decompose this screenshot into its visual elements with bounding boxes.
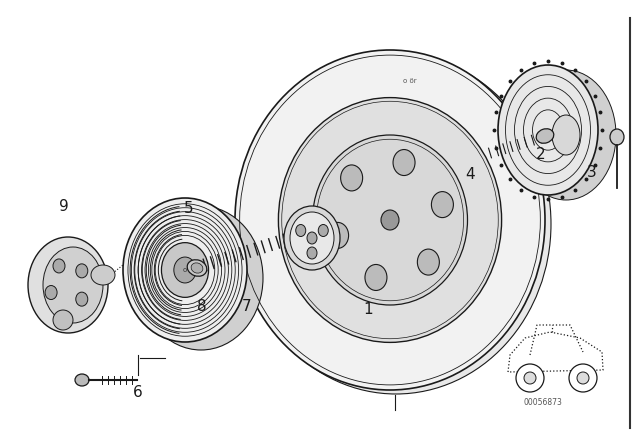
Text: 3: 3 <box>587 165 597 180</box>
Ellipse shape <box>296 224 306 237</box>
Ellipse shape <box>610 129 624 145</box>
Ellipse shape <box>28 237 108 333</box>
Ellipse shape <box>161 243 209 297</box>
Ellipse shape <box>431 192 453 218</box>
Ellipse shape <box>91 265 115 285</box>
Text: 4: 4 <box>465 167 476 182</box>
Ellipse shape <box>340 165 363 191</box>
Text: o ör: o ör <box>403 78 417 84</box>
Ellipse shape <box>139 206 263 350</box>
Ellipse shape <box>498 65 598 195</box>
Text: 7: 7 <box>241 299 252 314</box>
Ellipse shape <box>393 150 415 176</box>
Ellipse shape <box>516 364 544 392</box>
Ellipse shape <box>536 129 554 143</box>
Text: 00056873: 00056873 <box>524 397 563 406</box>
Ellipse shape <box>552 115 580 155</box>
Ellipse shape <box>53 259 65 273</box>
Text: 8: 8 <box>196 299 207 314</box>
Ellipse shape <box>174 257 196 283</box>
Text: 9: 9 <box>59 198 69 214</box>
Text: 6: 6 <box>132 384 143 400</box>
Ellipse shape <box>326 222 349 248</box>
Ellipse shape <box>241 54 551 394</box>
Ellipse shape <box>191 263 203 273</box>
Text: 1: 1 <box>363 302 373 317</box>
Ellipse shape <box>569 364 597 392</box>
Ellipse shape <box>381 210 399 230</box>
Ellipse shape <box>577 372 589 384</box>
Text: 5: 5 <box>184 201 194 216</box>
Ellipse shape <box>75 374 89 386</box>
Ellipse shape <box>53 310 73 330</box>
Text: o: o <box>183 267 187 273</box>
Ellipse shape <box>235 50 545 390</box>
Ellipse shape <box>45 285 57 300</box>
Ellipse shape <box>284 206 340 270</box>
Ellipse shape <box>417 249 440 275</box>
Ellipse shape <box>365 264 387 290</box>
Ellipse shape <box>307 247 317 259</box>
Text: 2: 2 <box>536 147 546 162</box>
Ellipse shape <box>307 232 317 244</box>
Ellipse shape <box>278 98 502 342</box>
Ellipse shape <box>76 264 88 278</box>
Ellipse shape <box>516 70 616 200</box>
Ellipse shape <box>290 212 334 264</box>
Ellipse shape <box>123 198 247 342</box>
Ellipse shape <box>312 135 467 305</box>
Ellipse shape <box>318 224 328 237</box>
Ellipse shape <box>76 292 88 306</box>
Ellipse shape <box>524 372 536 384</box>
Ellipse shape <box>188 260 207 276</box>
Ellipse shape <box>43 247 103 323</box>
